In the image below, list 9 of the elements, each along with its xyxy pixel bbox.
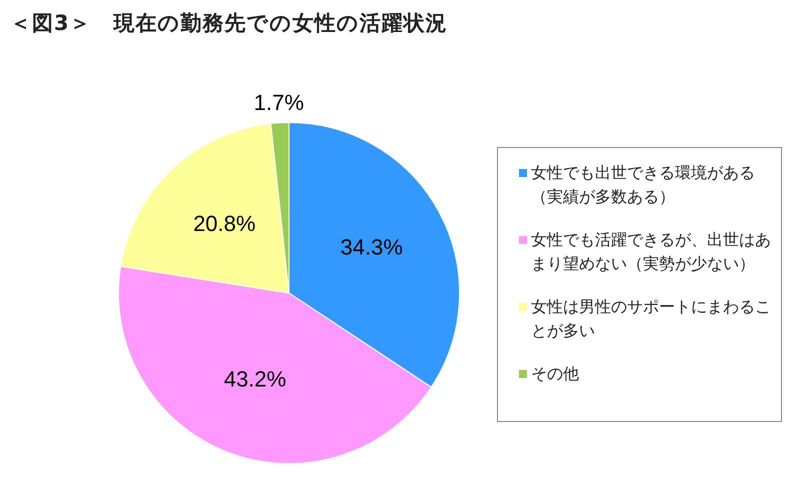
- legend-label: 女性は男性のサポートにまわることが多い: [531, 296, 772, 342]
- data-label: 20.8%: [193, 211, 256, 236]
- legend-label: 女性でも活躍できるが、出世はあまり望めない（実勢が少ない）: [531, 229, 772, 275]
- data-label: 34.3%: [340, 234, 403, 260]
- data-label: 43.2%: [224, 366, 286, 392]
- legend-label: 女性でも出世できる環境がある（実績が多数ある）: [531, 162, 756, 208]
- chart-title: ＜図3＞ 現在の勤務先での女性の活躍状況: [10, 10, 448, 37]
- data-label: 1.7%: [254, 90, 304, 115]
- legend-label: その他: [531, 363, 580, 385]
